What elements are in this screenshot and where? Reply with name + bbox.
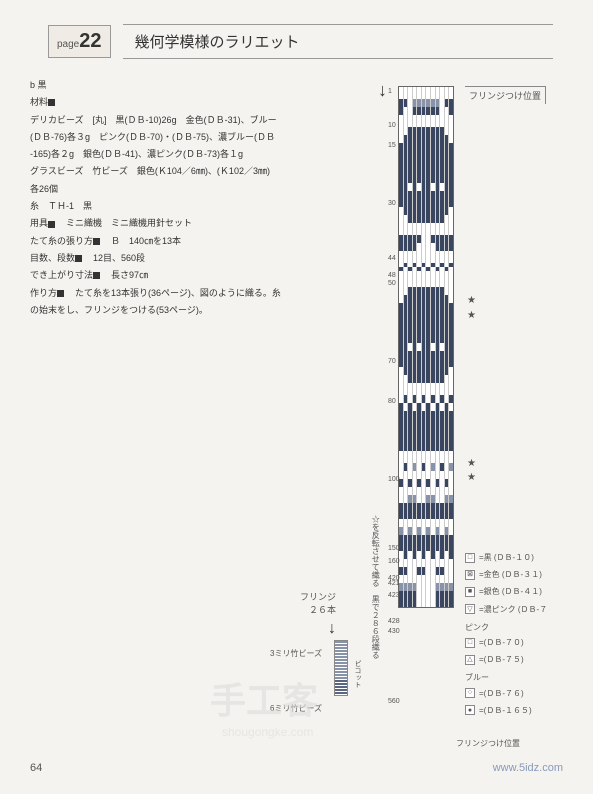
star-marker: ★ [467,295,476,306]
row-number: 10 [388,122,531,129]
fringe-label: フリンジ [300,590,336,603]
row-number: 44 [388,255,531,262]
side-instruction: ☆を反転させて織る 黒で２８６段織る [370,515,381,659]
header: page22 幾何学模様のラリエット [48,24,553,59]
url: www.5idz.com [493,762,563,774]
fringe-section: フリンジ ２６本 ↓ [300,590,336,638]
arrow-down-icon: ↓ [300,620,336,638]
title: 幾何学模様のラリエット [123,24,554,59]
legend: □=黒 (ＤＢ-１０) ⊠=金色 (ＤＢ-３１) ■=銀色 (ＤＢ-４１) ▽=濃ピン… [465,550,547,720]
legend-item: ●=(ＤＢ-１６５) [465,703,547,718]
instruction-line: 糸 ＴＨ-1 黒 [30,199,320,214]
legend-item: □=黒 (ＤＢ-１０) [465,550,547,565]
instruction-line: -165)各２g 銀色(ＤＢ-41)、濃ピンク(ＤＢ-73)各１g [30,147,320,162]
page-box: page22 [48,25,111,58]
legend-group-label: ピンク [465,620,547,635]
instruction-line: デリカビーズ [丸] 黒(ＤＢ-10)26g 金色(ＤＢ-31)、ブルー [30,113,320,128]
star-marker: ★ [467,458,476,469]
instruction-line: 用具 ミニ織機 ミニ織機用針セット [30,216,320,231]
page-number-bottom: 64 [30,762,42,774]
instruction-line: たて糸の張り方 Ｂ 140㎝を13本 [30,234,320,249]
watermark-sub: shougongke.com [222,725,313,739]
instruction-line: グラスビーズ 竹ビーズ 銀色(Ｋ104／6㎜)、(Ｋ102／3㎜) [30,164,320,179]
bead-chart [398,78,454,608]
instructions: b 黒材料デリカビーズ [丸] 黒(ＤＢ-10)26g 金色(ＤＢ-31)、ブル… [30,78,320,320]
legend-item: ○=(ＤＢ-７６) [465,686,547,701]
chart-row [399,603,453,607]
instruction-line: の始末をし、フリンジをつける(53ページ)。 [30,303,320,318]
row-number: 100 [388,476,531,483]
row-number: 80 [388,398,531,405]
legend-group-label: ブルー [465,670,547,685]
legend-item: △=(ＤＢ-７５) [465,652,547,667]
row-number: 15 [388,142,531,149]
legend-item: □=(ＤＢ-７０) [465,635,547,650]
mini-chart [334,640,348,696]
instruction-line: 作り方 たて糸を13本張り(36ページ)、図のように織る。糸 [30,286,320,301]
instruction-line: でき上がり寸法 長さ97㎝ [30,268,320,283]
legend-item: ■=銀色 (ＤＢ-４１) [465,584,547,599]
fringe-count: ２６本 [300,603,336,616]
row-number: 1 [388,88,531,95]
page-label: page [57,39,79,50]
legend-item: ▽=濃ピンク (ＤＢ-７ [465,602,547,617]
instruction-line: 材料 [30,95,320,110]
instruction-line: 目数、段数 12目、560段 [30,251,320,266]
star-marker: ★ [467,472,476,483]
mini-label-3mm: 3ミリ竹ビーズ [270,648,322,659]
row-number: 50 [388,280,531,287]
fringe-bottom-label: フリンジつけ位置 [456,738,520,749]
instruction-line: (ＤＢ-76)各３g ピンク(ＤＢ-70)・(ＤＢ-75)、濃ブルー(ＤＢ [30,130,320,145]
legend-item: ⊠=金色 (ＤＢ-３１) [465,567,547,582]
watermark: 手工客 [210,672,318,724]
page-number: 22 [79,30,101,52]
row-number: 30 [388,200,531,207]
mini-side-label: ピコット [352,660,362,688]
star-marker: ★ [467,310,476,321]
row-number: 70 [388,358,531,365]
instruction-line: 各26個 [30,182,320,197]
arrow-down-icon: ↓ [378,80,387,101]
row-number: 48 [388,272,531,279]
instruction-line: b 黒 [30,78,320,93]
